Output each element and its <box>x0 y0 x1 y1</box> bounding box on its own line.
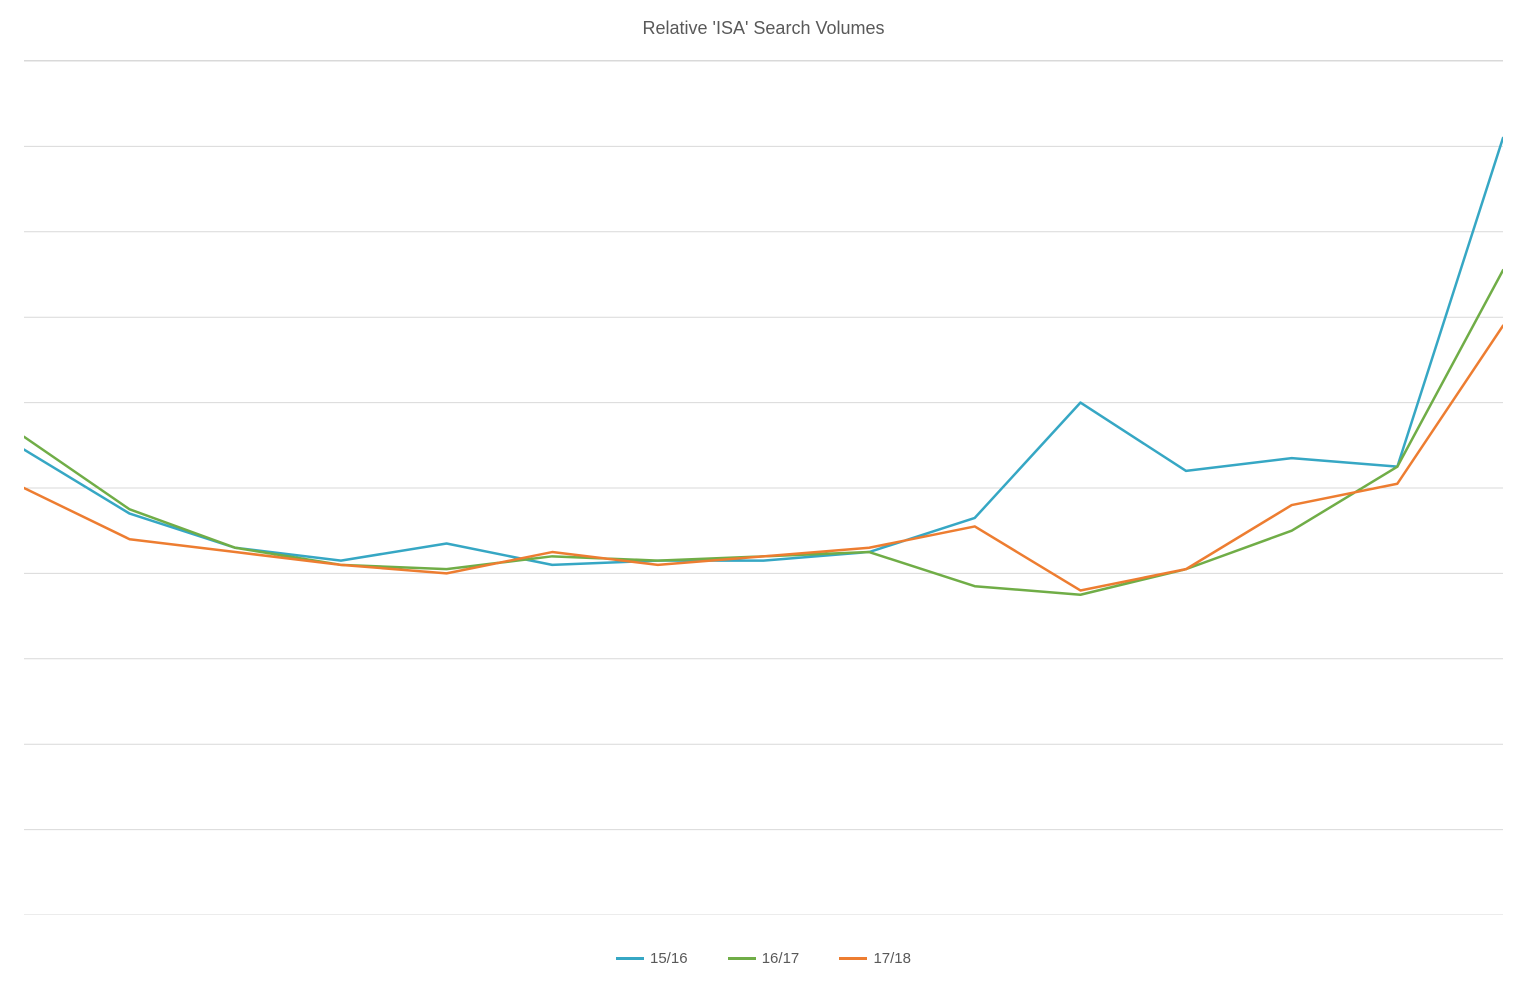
plot-area <box>24 60 1503 915</box>
chart-svg <box>24 61 1503 915</box>
legend-item-3: 17/18 <box>839 950 911 967</box>
legend: 15/16 16/17 17/18 <box>0 947 1527 967</box>
legend-item-1: 15/16 <box>616 950 688 967</box>
chart-container: Relative 'ISA' Search Volumes 15/16 16/1… <box>0 0 1527 995</box>
legend-item-2: 16/17 <box>728 950 800 967</box>
chart-title: Relative 'ISA' Search Volumes <box>0 0 1527 39</box>
legend-label-1: 15/16 <box>650 950 688 967</box>
legend-label-2: 16/17 <box>762 950 800 967</box>
legend-label-3: 17/18 <box>873 950 911 967</box>
legend-swatch-1 <box>616 957 644 960</box>
legend-swatch-2 <box>728 957 756 960</box>
legend-swatch-3 <box>839 957 867 960</box>
